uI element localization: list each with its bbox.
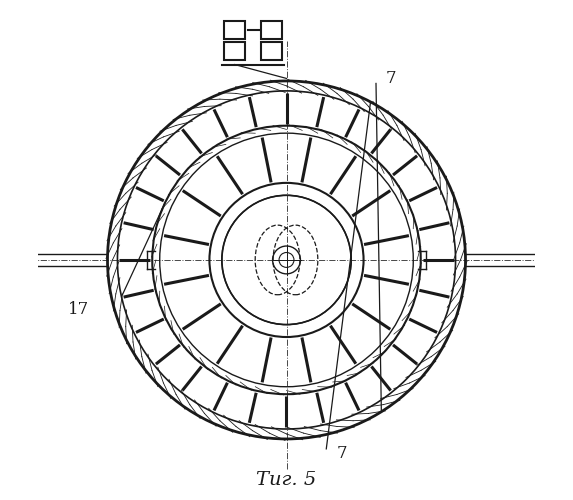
Bar	[225, 42, 245, 60]
Bar	[261, 21, 282, 38]
Bar	[261, 42, 282, 60]
Bar	[225, 21, 245, 38]
Text: 7: 7	[336, 446, 347, 462]
Text: 7: 7	[386, 70, 397, 87]
Text: Τиг. 5: Τиг. 5	[256, 470, 317, 488]
Text: 17: 17	[68, 301, 89, 318]
